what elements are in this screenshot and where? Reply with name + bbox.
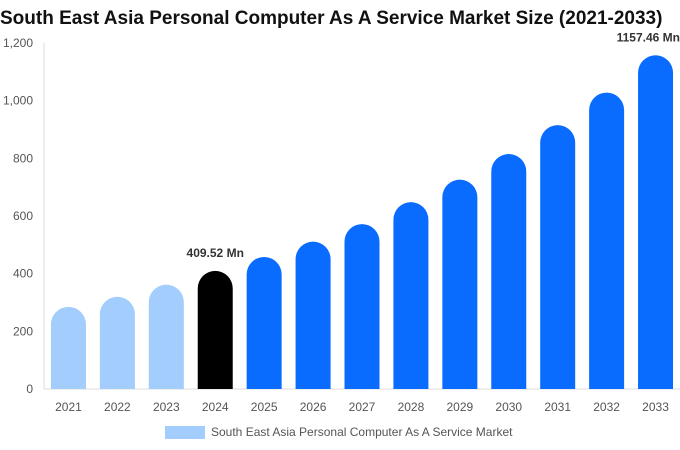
x-tick-label: 2028 <box>398 400 425 414</box>
x-tick-label: 2032 <box>593 400 620 414</box>
bar-2032[interactable] <box>589 92 625 390</box>
x-tick-label: 2030 <box>495 400 522 414</box>
y-tick-label: 200 <box>13 324 33 338</box>
x-tick-label: 2021 <box>55 400 82 414</box>
x-tick-label: 2033 <box>642 400 669 414</box>
bar-2023[interactable] <box>148 284 184 389</box>
bar-2029[interactable] <box>442 179 478 389</box>
y-tick-label: 400 <box>13 267 33 281</box>
bar-2026[interactable] <box>295 241 331 389</box>
bar-2025[interactable] <box>246 256 282 389</box>
bar-2028[interactable] <box>393 202 429 389</box>
data-label-2024: 409.52 Mn <box>187 246 244 260</box>
x-tick-label: 2029 <box>446 400 473 414</box>
legend-label: South East Asia Personal Computer As A S… <box>211 425 513 439</box>
y-tick-label: 1,000 <box>3 94 33 108</box>
x-tick-label: 2026 <box>300 400 327 414</box>
bar-2030[interactable] <box>491 154 527 389</box>
y-tick-label: 1,200 <box>3 36 33 50</box>
legend-swatch <box>165 425 205 439</box>
chart-title: South East Asia Personal Computer As A S… <box>0 8 663 29</box>
x-tick-label: 2022 <box>104 400 131 414</box>
bar-2027[interactable] <box>344 224 380 389</box>
y-tick-label: 600 <box>13 209 33 223</box>
x-tick-label: 2031 <box>544 400 571 414</box>
data-label-2033: 1157.46 Mn <box>617 30 680 44</box>
bar-2021[interactable] <box>50 306 86 389</box>
y-tick-label: 800 <box>13 151 33 165</box>
bar-2033[interactable] <box>638 55 674 390</box>
x-tick-label: 2023 <box>153 400 180 414</box>
y-tick-label: 0 <box>26 382 33 396</box>
x-tick-label: 2025 <box>251 400 278 414</box>
x-tick-label: 2024 <box>202 400 229 414</box>
bar-2022[interactable] <box>99 296 135 389</box>
x-tick-label: 2027 <box>349 400 376 414</box>
legend[interactable]: South East Asia Personal Computer As A S… <box>165 425 512 439</box>
bar-2031[interactable] <box>540 125 576 389</box>
bar-2024[interactable] <box>197 270 233 389</box>
